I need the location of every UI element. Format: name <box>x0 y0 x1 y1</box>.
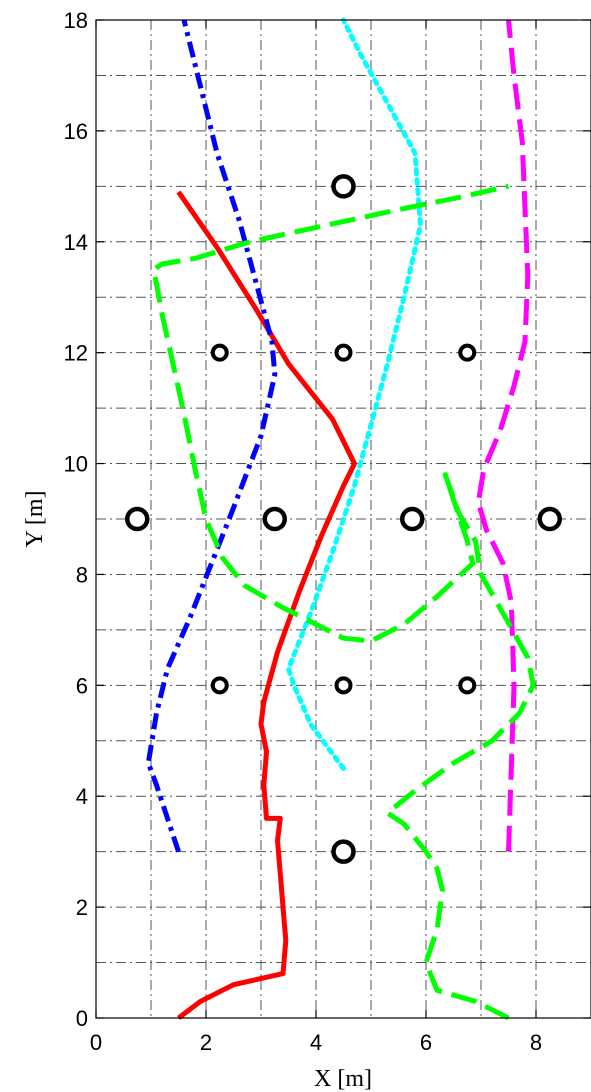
marker-small <box>334 343 353 362</box>
x-tick-label: 4 <box>310 1030 322 1055</box>
marker-small <box>458 343 477 362</box>
y-tick-labels: 0 2 4 6 8 10 12 14 16 18 <box>64 8 88 1031</box>
y-tick-label: 6 <box>76 673 88 698</box>
x-tick-label: 6 <box>420 1030 432 1055</box>
y-tick-label: 8 <box>76 562 88 587</box>
x-tick-label: 2 <box>200 1030 212 1055</box>
y-tick-label: 14 <box>64 230 88 255</box>
plot-frame <box>95 19 591 1019</box>
y-axis-label: Y [m] <box>22 490 48 547</box>
y-tick-label: 2 <box>76 895 88 920</box>
marker-large <box>262 506 287 532</box>
series-line-4 <box>475 19 531 852</box>
marker-large <box>331 174 356 199</box>
x-tick-label: 0 <box>90 1030 102 1055</box>
marker-small <box>210 676 229 695</box>
marker-small <box>334 676 353 695</box>
series-line-5 <box>151 183 536 1021</box>
marker-large <box>125 506 150 532</box>
x-tick-labels: 0 2 4 6 8 <box>90 1030 542 1055</box>
y-tick-label: 10 <box>64 452 88 477</box>
y-tick-label: 0 <box>76 1006 88 1031</box>
marker-small <box>210 343 229 362</box>
x-axis-label: X [m] <box>314 1066 372 1092</box>
ticks <box>95 19 591 1019</box>
x-tick-label: 8 <box>530 1030 542 1055</box>
y-tick-label: 4 <box>76 784 88 809</box>
series-layer <box>145 17 536 1021</box>
y-tick-label: 16 <box>64 119 88 144</box>
y-tick-label: 18 <box>64 8 88 33</box>
marker-large <box>400 506 425 532</box>
marker-large <box>537 506 562 532</box>
marker-small <box>458 676 477 695</box>
marker-large <box>331 839 356 864</box>
series-line-3 <box>286 17 423 771</box>
marker-layer <box>125 174 562 864</box>
series-line-1 <box>176 190 357 1020</box>
y-tick-label: 12 <box>64 341 88 366</box>
series-line-2 <box>145 19 278 853</box>
